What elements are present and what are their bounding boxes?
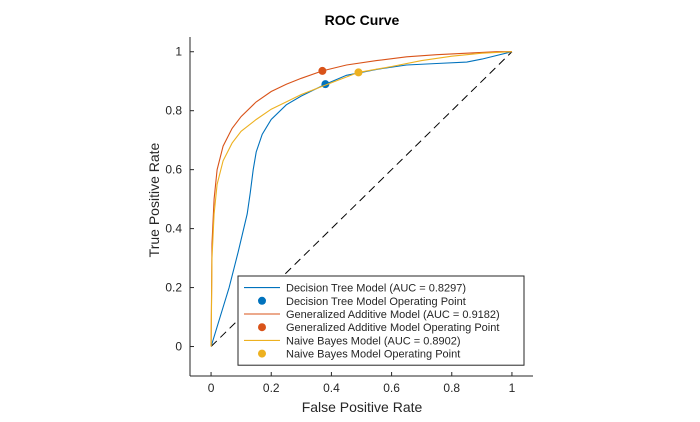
legend-entry-label: Decision Tree Model Operating Point [286, 296, 466, 308]
y-tick-label: 0.6 [165, 163, 182, 177]
roc-series-line [210, 51, 512, 347]
legend-marker-icon [258, 323, 266, 332]
legend: Decision Tree Model (AUC = 0.8297)Decisi… [237, 275, 525, 366]
x-axis-label: False Positive Rate [302, 399, 423, 415]
y-tick-label: 1 [175, 45, 182, 59]
legend-entry-label: Naive Bayes Model Operating Point [286, 349, 460, 361]
legend-marker-icon [258, 296, 266, 305]
x-tick-label: 0.2 [263, 381, 280, 395]
legend-entry-label: Generalized Additive Model Operating Poi… [286, 322, 499, 334]
y-tick-label: 0.8 [165, 104, 182, 118]
operating-point-marker [318, 66, 327, 75]
x-tick-label: 0.4 [323, 381, 340, 395]
legend-entry-label: Generalized Additive Model (AUC = 0.9182… [286, 309, 500, 321]
x-tick-label: 1 [509, 381, 516, 395]
y-tick-label: 0.2 [165, 281, 182, 295]
operating-point-marker [354, 68, 363, 77]
chart-title: ROC Curve [325, 12, 400, 28]
legend-box [237, 275, 525, 366]
roc-series-line [210, 51, 513, 347]
legend-entry-label: Naive Bayes Model (AUC = 0.8902) [286, 335, 461, 347]
legend-marker-icon [258, 349, 266, 358]
legend-entry-label: Decision Tree Model (AUC = 0.8297) [286, 283, 466, 295]
x-tick-label: 0.8 [443, 381, 460, 395]
x-tick-label: 0.6 [383, 381, 400, 395]
y-tick-label: 0.4 [165, 222, 182, 236]
roc-series-line [210, 51, 512, 347]
y-tick-label: 0 [175, 340, 182, 354]
x-tick-label: 0 [208, 381, 215, 395]
y-axis-label: True Positive Rate [146, 142, 162, 257]
